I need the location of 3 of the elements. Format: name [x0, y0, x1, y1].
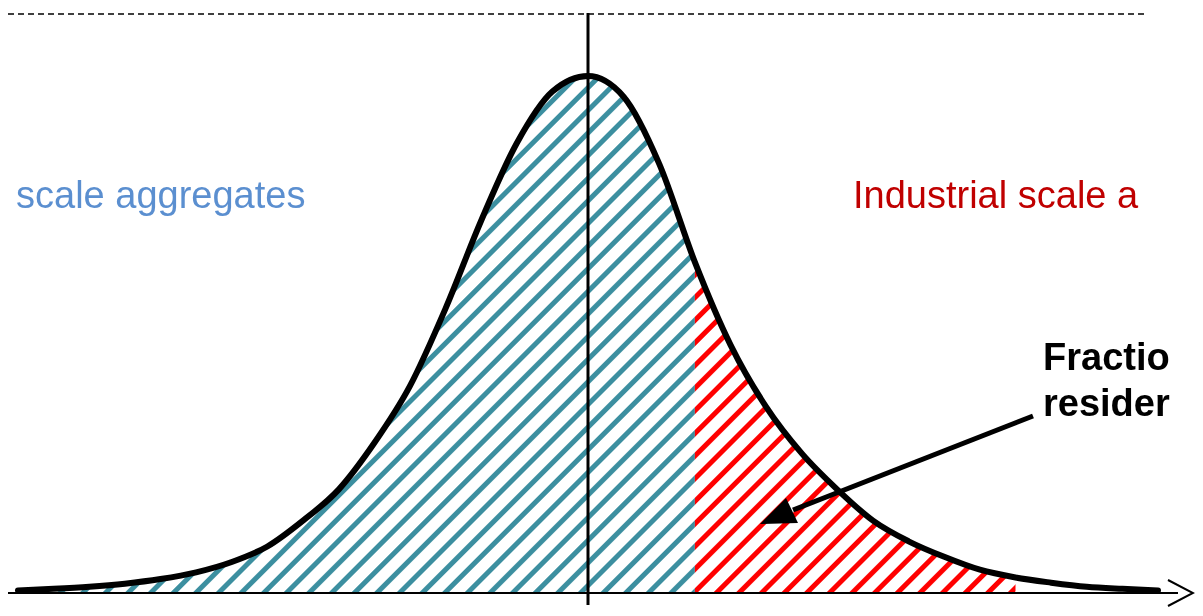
annotation: Industrial scale a [853, 174, 1140, 216]
annotation: Fractio resider [1043, 336, 1170, 424]
annotation: scale aggregates [16, 174, 306, 216]
